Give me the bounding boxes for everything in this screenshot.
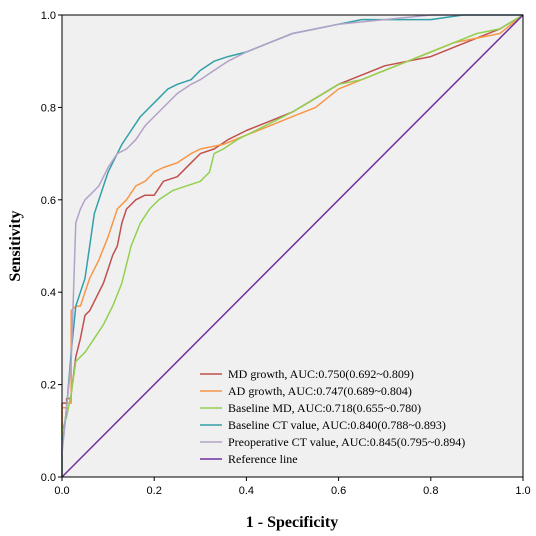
x-tick-label: 1.0 bbox=[515, 485, 530, 497]
y-tick-label: 0.2 bbox=[41, 380, 56, 392]
series-line-2 bbox=[61, 14, 524, 477]
x-tick-label: 0.8 bbox=[423, 485, 438, 497]
x-tick-label: 0.4 bbox=[239, 485, 254, 497]
y-axis: 0.0 0.2 0.4 0.6 0.8 1.0 bbox=[41, 10, 62, 484]
series-line-5 bbox=[61, 14, 524, 478]
series-line-0 bbox=[61, 14, 524, 477]
legend-label-2: Baseline MD, AUC:0.718(0.655~0.780) bbox=[228, 401, 421, 415]
series-line-4 bbox=[61, 14, 523, 477]
x-tick-label: 0.2 bbox=[147, 485, 162, 497]
x-axis: 0.0 0.2 0.4 0.6 0.8 1.0 bbox=[54, 477, 531, 497]
y-axis-title: Sensitivity bbox=[7, 210, 24, 281]
series-layer bbox=[61, 14, 524, 478]
legend-label-0: MD growth, AUC:0.750(0.692~0.809) bbox=[228, 367, 414, 381]
plot-frame bbox=[61, 14, 524, 478]
legend-label-3: Baseline CT value, AUC:0.840(0.788~0.893… bbox=[228, 418, 446, 432]
x-tick-label: 0.0 bbox=[54, 485, 69, 497]
legend-label-1: AD growth, AUC:0.747(0.689~0.804) bbox=[228, 384, 412, 398]
legend-label-4: Preoperative CT value, AUC:0.845(0.795~0… bbox=[228, 435, 465, 449]
y-tick-label: 0.4 bbox=[41, 287, 56, 299]
y-tick-label: 1.0 bbox=[41, 10, 56, 22]
x-tick-label: 0.6 bbox=[331, 485, 346, 497]
y-tick-label: 0.0 bbox=[41, 472, 56, 484]
legend: MD growth, AUC:0.750(0.692~0.809) AD grow… bbox=[200, 367, 465, 466]
series-line-3 bbox=[61, 14, 523, 477]
legend-label-5: Reference line bbox=[228, 452, 298, 466]
x-axis-title: 1 - Specificity bbox=[246, 514, 338, 531]
y-tick-label: 0.6 bbox=[41, 195, 56, 207]
y-tick-label: 0.8 bbox=[41, 102, 56, 114]
